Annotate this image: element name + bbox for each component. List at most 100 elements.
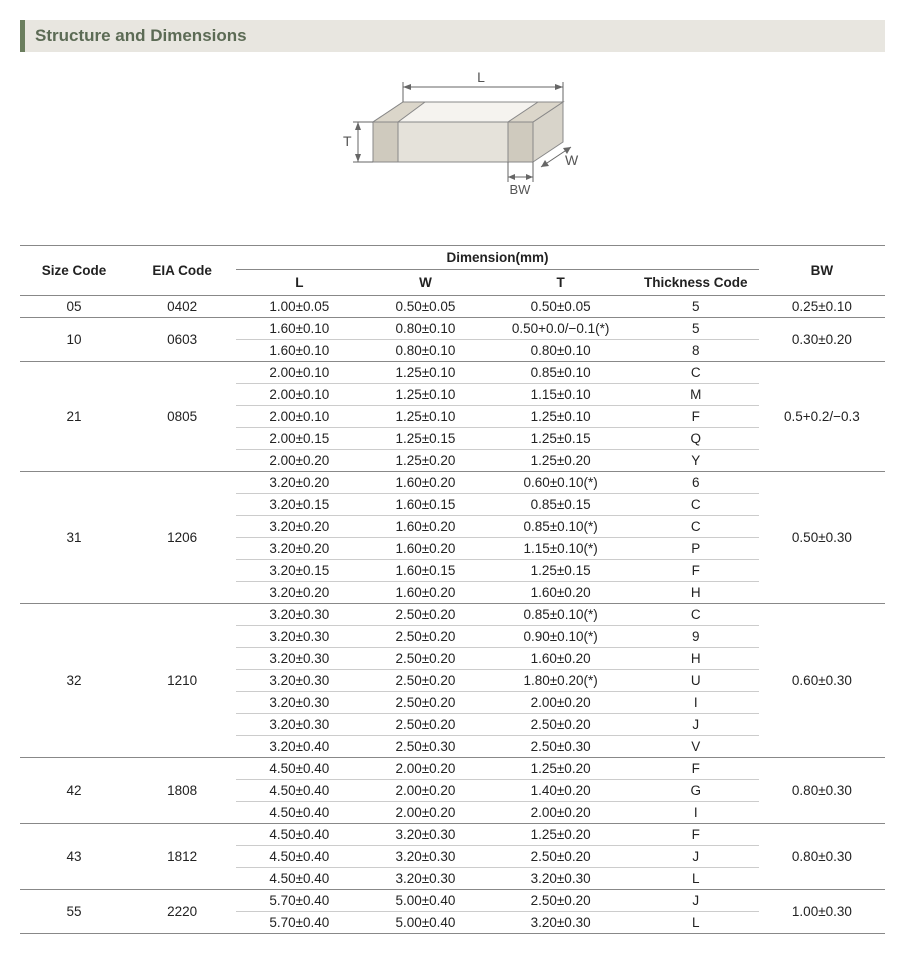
cell-code: Y	[633, 450, 759, 472]
cell-t: 0.60±0.10(*)	[489, 472, 633, 494]
cell-t: 1.25±0.20	[489, 824, 633, 846]
cell-l: 3.20±0.20	[236, 472, 362, 494]
cell-size-code: 10	[20, 318, 128, 362]
cell-l: 3.20±0.30	[236, 670, 362, 692]
cell-l: 4.50±0.40	[236, 868, 362, 890]
cell-code: 5	[633, 318, 759, 340]
cell-bw: 0.80±0.30	[759, 758, 885, 824]
cell-t: 1.25±0.15	[489, 560, 633, 582]
cell-code: L	[633, 912, 759, 934]
cell-t: 3.20±0.30	[489, 912, 633, 934]
cell-size-code: 42	[20, 758, 128, 824]
cell-code: L	[633, 868, 759, 890]
cell-t: 0.85±0.15	[489, 494, 633, 516]
cell-l: 1.60±0.10	[236, 340, 362, 362]
cell-l: 3.20±0.40	[236, 736, 362, 758]
svg-text:BW: BW	[509, 182, 531, 197]
cell-t: 0.85±0.10(*)	[489, 516, 633, 538]
cell-code: H	[633, 582, 759, 604]
cell-w: 1.25±0.10	[362, 406, 488, 428]
cell-l: 2.00±0.10	[236, 362, 362, 384]
cell-bw: 0.60±0.30	[759, 604, 885, 758]
cell-l: 1.00±0.05	[236, 296, 362, 318]
cell-t: 1.25±0.20	[489, 758, 633, 780]
section-title: Structure and Dimensions	[20, 20, 885, 52]
cell-w: 1.60±0.20	[362, 472, 488, 494]
cell-l: 3.20±0.20	[236, 516, 362, 538]
cell-l: 2.00±0.20	[236, 450, 362, 472]
cell-l: 2.00±0.15	[236, 428, 362, 450]
cell-w: 3.20±0.30	[362, 868, 488, 890]
cell-code: Q	[633, 428, 759, 450]
cell-code: H	[633, 648, 759, 670]
cell-w: 5.00±0.40	[362, 890, 488, 912]
cell-w: 2.50±0.20	[362, 714, 488, 736]
cell-code: 5	[633, 296, 759, 318]
col-dimension-group: Dimension(mm)	[236, 246, 759, 270]
cell-code: F	[633, 560, 759, 582]
cell-w: 2.00±0.20	[362, 758, 488, 780]
cell-l: 4.50±0.40	[236, 780, 362, 802]
cell-code: 9	[633, 626, 759, 648]
cell-code: I	[633, 692, 759, 714]
cell-code: M	[633, 384, 759, 406]
svg-text:T: T	[343, 133, 352, 149]
cell-t: 0.50+0.0/−0.1(*)	[489, 318, 633, 340]
col-t: T	[489, 270, 633, 296]
cell-l: 3.20±0.15	[236, 494, 362, 516]
cell-l: 3.20±0.30	[236, 714, 362, 736]
cell-w: 1.25±0.10	[362, 362, 488, 384]
cell-w: 2.50±0.20	[362, 670, 488, 692]
cell-eia-code: 1812	[128, 824, 236, 890]
cell-code: G	[633, 780, 759, 802]
cell-bw: 1.00±0.30	[759, 890, 885, 934]
cell-t: 0.80±0.10	[489, 340, 633, 362]
cell-code: C	[633, 604, 759, 626]
cell-l: 5.70±0.40	[236, 890, 362, 912]
cell-code: V	[633, 736, 759, 758]
cell-size-code: 55	[20, 890, 128, 934]
cell-eia-code: 0402	[128, 296, 236, 318]
cell-w: 1.60±0.20	[362, 516, 488, 538]
cell-code: J	[633, 890, 759, 912]
cell-l: 4.50±0.40	[236, 846, 362, 868]
cell-code: C	[633, 362, 759, 384]
cell-code: J	[633, 714, 759, 736]
cell-code: C	[633, 494, 759, 516]
cell-w: 2.50±0.20	[362, 648, 488, 670]
cell-w: 2.50±0.30	[362, 736, 488, 758]
cell-eia-code: 0603	[128, 318, 236, 362]
cell-w: 0.80±0.10	[362, 340, 488, 362]
cell-l: 2.00±0.10	[236, 384, 362, 406]
cell-l: 3.20±0.15	[236, 560, 362, 582]
cell-w: 5.00±0.40	[362, 912, 488, 934]
cell-l: 4.50±0.40	[236, 758, 362, 780]
cell-size-code: 31	[20, 472, 128, 604]
dimension-diagram: L W T BW	[20, 62, 885, 225]
cell-code: 6	[633, 472, 759, 494]
cell-code: F	[633, 758, 759, 780]
col-eia-code: EIA Code	[128, 246, 236, 296]
cell-t: 1.15±0.10(*)	[489, 538, 633, 560]
cell-bw: 0.80±0.30	[759, 824, 885, 890]
cell-l: 3.20±0.30	[236, 692, 362, 714]
dimensions-table: Size Code EIA Code Dimension(mm) BW L W …	[20, 245, 885, 934]
cell-bw: 0.5+0.2/−0.3	[759, 362, 885, 472]
cell-w: 3.20±0.30	[362, 846, 488, 868]
cell-w: 0.50±0.05	[362, 296, 488, 318]
cell-t: 0.85±0.10(*)	[489, 604, 633, 626]
cell-l: 5.70±0.40	[236, 912, 362, 934]
cell-size-code: 32	[20, 604, 128, 758]
svg-text:W: W	[565, 152, 579, 168]
cell-t: 2.00±0.20	[489, 692, 633, 714]
cell-w: 2.00±0.20	[362, 780, 488, 802]
cell-t: 1.60±0.20	[489, 648, 633, 670]
cell-code: F	[633, 406, 759, 428]
cell-eia-code: 2220	[128, 890, 236, 934]
col-size-code: Size Code	[20, 246, 128, 296]
cell-bw: 0.50±0.30	[759, 472, 885, 604]
col-w: W	[362, 270, 488, 296]
cell-l: 4.50±0.40	[236, 802, 362, 824]
cell-w: 0.80±0.10	[362, 318, 488, 340]
cell-t: 1.40±0.20	[489, 780, 633, 802]
